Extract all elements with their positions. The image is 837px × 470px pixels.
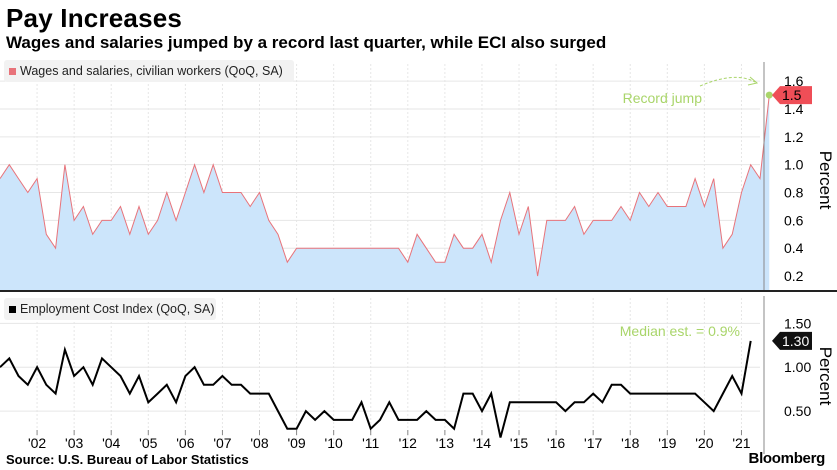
annotation-arrowhead xyxy=(747,76,759,86)
y-tick-label: 0.2 xyxy=(784,268,804,284)
x-tick-label: '17 xyxy=(584,435,602,451)
wages-area-fill xyxy=(0,95,770,290)
y-tick-label: 1.2 xyxy=(784,129,804,145)
bloomberg-logo: Bloomberg xyxy=(748,450,826,467)
source-note: Source: U.S. Bureau of Labor Statistics xyxy=(6,452,249,467)
y-tick-label: 1.0 xyxy=(784,157,804,173)
x-tick-label: '04 xyxy=(102,435,120,451)
y-tick-label: 1.50 xyxy=(784,315,811,331)
x-tick-label: '07 xyxy=(213,435,231,451)
x-tick-label: '09 xyxy=(287,435,305,451)
x-tick-label: '18 xyxy=(621,435,639,451)
x-tick-label: '08 xyxy=(250,435,268,451)
y-axis-label: Percent xyxy=(816,151,835,210)
wages-series-line xyxy=(0,95,770,277)
legend-swatch xyxy=(9,68,16,75)
x-tick-label: '05 xyxy=(139,435,157,451)
x-tick-label: '19 xyxy=(658,435,676,451)
x-tick-label: '13 xyxy=(436,435,454,451)
last-value-label: 1.30 xyxy=(782,333,809,349)
eci-series-line xyxy=(0,340,752,438)
legend-box xyxy=(4,298,216,320)
x-tick-label: '20 xyxy=(695,435,713,451)
x-tick-label: '06 xyxy=(176,435,194,451)
y-tick-label: 0.6 xyxy=(784,212,804,228)
x-tick-label: '21 xyxy=(732,435,750,451)
legend-swatch xyxy=(9,306,16,313)
chart-title: Pay Increases xyxy=(6,3,183,33)
legend-box xyxy=(4,60,294,82)
x-tick-label: '03 xyxy=(65,435,83,451)
x-tick-label: '11 xyxy=(362,435,379,451)
legend: Wages and salaries, civilian workers (Qo… xyxy=(4,60,294,82)
x-axis: '02 '03 '04 '05 '06 '07 '08 '09 '10 '11 '12 '13 '14 '… xyxy=(28,430,751,451)
x-tick-label: '15 xyxy=(510,435,528,451)
legend: Employment Cost Index (QoQ, SA) xyxy=(4,298,216,320)
legend-label: Wages and salaries, civilian workers (Qo… xyxy=(20,64,283,78)
chart-subtitle: Wages and salaries jumped by a record la… xyxy=(6,33,607,52)
wages-area-chart: 0.2 0.4 0.6 0.8 1.0 1.2 1.4 1.61.5 Wages and sal… xyxy=(0,60,837,292)
annotation-arrow xyxy=(699,76,756,87)
x-tick-label: '14 xyxy=(473,435,491,451)
y-tick-label: 1.4 xyxy=(784,101,804,117)
x-tick-label: '10 xyxy=(325,435,343,451)
annotation-text: Record jump xyxy=(623,90,703,106)
y-tick-label: 0.50 xyxy=(784,403,811,419)
y-tick-label: 1.6 xyxy=(784,73,804,89)
annotation-text: Median est. = 0.9% xyxy=(620,323,740,339)
y-tick-label: 0.8 xyxy=(784,185,804,201)
record-jump-marker xyxy=(765,91,773,99)
y-tick-label: 1.00 xyxy=(784,359,811,375)
last-value-label: 1.5 xyxy=(782,87,802,103)
x-tick-label: '16 xyxy=(547,435,565,451)
panel-separator xyxy=(0,290,837,292)
x-tick-label: '12 xyxy=(399,435,417,451)
eci-line-chart: 0.50 1.00 1.50 1.30 Employment Cost Index (Q… xyxy=(0,296,835,454)
x-tick-label: '02 xyxy=(28,435,46,451)
y-axis-label: Percent xyxy=(816,347,835,406)
y-tick-label: 0.4 xyxy=(784,240,804,256)
last-value-tag xyxy=(772,331,812,350)
last-value-tag xyxy=(772,86,812,105)
legend-label: Employment Cost Index (QoQ, SA) xyxy=(20,302,215,316)
